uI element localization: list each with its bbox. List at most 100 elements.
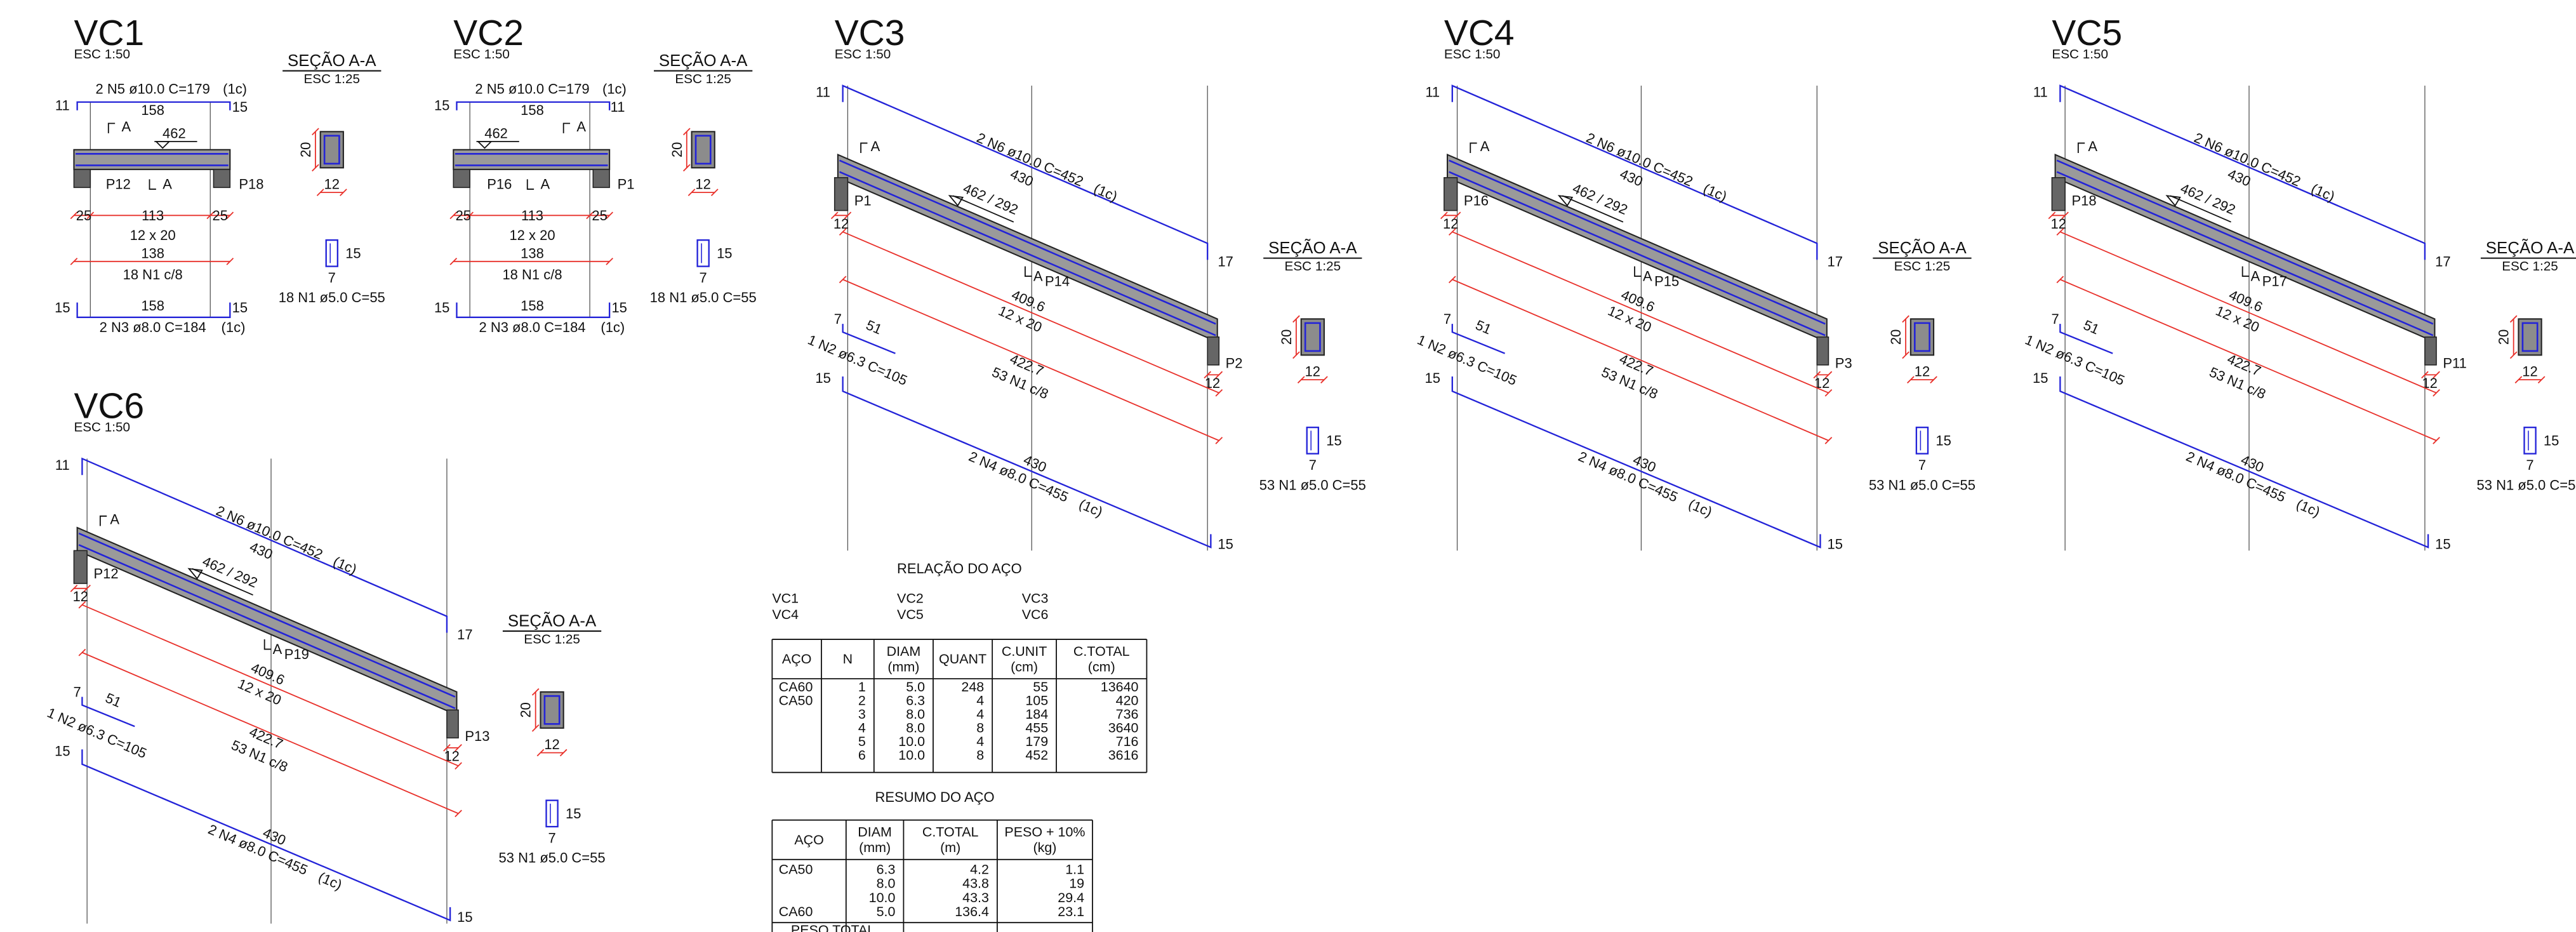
dimension-tick (1907, 376, 1915, 383)
dimension: 20 (518, 702, 534, 717)
dimension-tick (312, 128, 319, 136)
bar-spec: 2 N4 ø8.0 C=455 (206, 821, 310, 878)
label: 158 (521, 298, 544, 314)
dimension-tick (682, 128, 691, 136)
dimension-tick (830, 211, 839, 220)
dimension-tick (1902, 315, 1909, 323)
bottom-bar (1451, 376, 1821, 549)
dimension-tick (78, 648, 86, 656)
label: 12 (2051, 216, 2066, 232)
label: P11 (2443, 356, 2466, 371)
label: 15 (232, 99, 248, 115)
level-mark (476, 140, 493, 149)
table-header: (kg) (1033, 840, 1056, 855)
dimension-tick (2056, 228, 2064, 236)
legend-item: VC4 (772, 607, 799, 622)
label: A (1480, 138, 1490, 154)
dimension-line (2060, 279, 2437, 441)
table-cell: 29.4 (1058, 890, 1084, 905)
label: P12 (94, 566, 119, 582)
dimension-line (1452, 279, 1829, 441)
label: 15 (457, 909, 472, 925)
section-scale: ESC 1:25 (675, 72, 731, 86)
table-cell: 420 (1116, 693, 1139, 709)
label: P16 (487, 176, 512, 192)
label: 12 x 20 (509, 227, 555, 243)
table-cell: 4.2 (970, 862, 989, 877)
label: P18 (2071, 193, 2096, 209)
top-bar (456, 101, 611, 110)
section-stirrup (694, 135, 712, 165)
level-line (952, 195, 1014, 223)
bottom-bar (456, 302, 611, 318)
label: 138 (141, 245, 164, 261)
dimension-tick (2433, 389, 2440, 397)
dimension-tick (2509, 351, 2518, 359)
support (73, 169, 91, 189)
table-cell: 43.3 (962, 890, 989, 905)
table-cell: 6.3 (906, 693, 925, 709)
beam-title: VC1 (74, 13, 144, 53)
table-header: (m) (940, 840, 960, 855)
dimension-tick (1215, 437, 1223, 444)
label: A (273, 641, 282, 657)
label: P13 (465, 728, 489, 744)
label: 17 (1828, 253, 1843, 269)
table-cell: 716 (1116, 734, 1139, 749)
label: (1c) (331, 554, 359, 578)
beam-scale: ESC 1:50 (1444, 47, 1501, 62)
support (592, 169, 610, 189)
label: P18 (239, 176, 263, 192)
top-bar (76, 101, 231, 110)
section-cut-mark (2077, 142, 2085, 153)
label: 158 (141, 102, 164, 118)
label: (1c) (1686, 496, 1715, 520)
label: P1 (618, 176, 635, 192)
dimension-tick (687, 189, 696, 196)
label: 12 (73, 589, 88, 604)
section-scale: ESC 1:25 (2502, 259, 2558, 274)
label: A (1033, 269, 1043, 284)
table-header: N (843, 651, 853, 667)
support (446, 709, 459, 739)
dimension-tick (1320, 376, 1328, 383)
dimension-tick (536, 749, 545, 757)
label: A (2088, 138, 2097, 154)
table-title: RELAÇÃO DO AÇO (897, 561, 1022, 576)
dimension-tick (559, 749, 568, 757)
dimension-tick (1813, 371, 1821, 379)
label: 12 (1205, 375, 1220, 391)
dimension: 7 (2526, 457, 2533, 473)
legend-item: VC6 (1022, 607, 1049, 622)
label: 51 (2081, 317, 2101, 338)
table-cell: 5.0 (906, 679, 925, 695)
dimension-tick (70, 584, 78, 592)
stirrup-shape (696, 239, 710, 267)
dimension: 20 (669, 142, 685, 157)
label: (1c) (222, 319, 246, 335)
label: A (540, 176, 550, 192)
rebar (839, 159, 1216, 325)
label: 15 (1828, 536, 1843, 552)
dimension: 12 (695, 176, 710, 192)
table-cell: 5 (858, 734, 866, 749)
dimension-tick (1297, 376, 1305, 383)
dimension-tick (710, 189, 719, 196)
label: A (2251, 269, 2261, 284)
table-cell: 1.1 (1065, 862, 1084, 877)
stirrup-shape (325, 239, 339, 267)
label: (1c) (2309, 180, 2337, 204)
top-bar (1451, 84, 1818, 260)
beam-scale: ESC 1:50 (74, 47, 130, 62)
label: 15 (434, 300, 449, 316)
support (453, 169, 470, 189)
section-cut-mark (860, 142, 868, 153)
beam-title: VC4 (1444, 13, 1515, 53)
level-mark (154, 140, 171, 149)
section-title: SEÇÃO A-A (659, 51, 748, 70)
extra-bar (1451, 324, 1506, 354)
label: 7 (74, 684, 81, 700)
